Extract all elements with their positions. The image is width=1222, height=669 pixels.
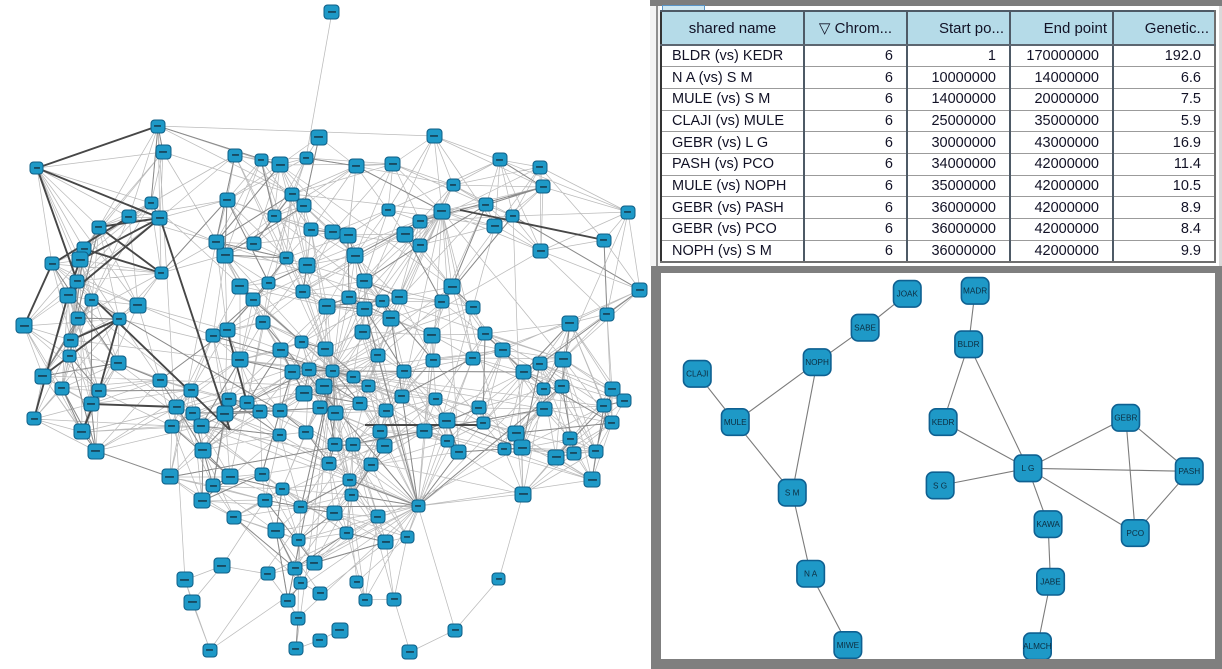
svg-text:N A: N A: [803, 569, 817, 578]
svg-text:GEBR: GEBR: [1114, 413, 1137, 422]
svg-text:MADR: MADR: [963, 286, 987, 295]
svg-text:CLAJI: CLAJI: [686, 369, 708, 378]
svg-text:ALMCH: ALMCH: [1023, 642, 1052, 651]
svg-text:S G: S G: [933, 481, 947, 490]
svg-text:MIWE: MIWE: [836, 640, 859, 649]
svg-text:JABE: JABE: [1040, 577, 1061, 586]
svg-text:KEDR: KEDR: [931, 417, 954, 426]
svg-text:JOAK: JOAK: [896, 289, 918, 298]
svg-text:MULE: MULE: [723, 417, 746, 426]
svg-text:NOPH: NOPH: [805, 357, 829, 366]
svg-text:S M: S M: [784, 488, 799, 497]
svg-text:PASH: PASH: [1178, 467, 1200, 476]
svg-text:PCO: PCO: [1126, 528, 1144, 537]
svg-text:BLDR: BLDR: [957, 340, 979, 349]
svg-text:KAWA: KAWA: [1036, 519, 1060, 528]
svg-text:L G: L G: [1021, 464, 1034, 473]
svg-text:SABE: SABE: [854, 323, 876, 332]
